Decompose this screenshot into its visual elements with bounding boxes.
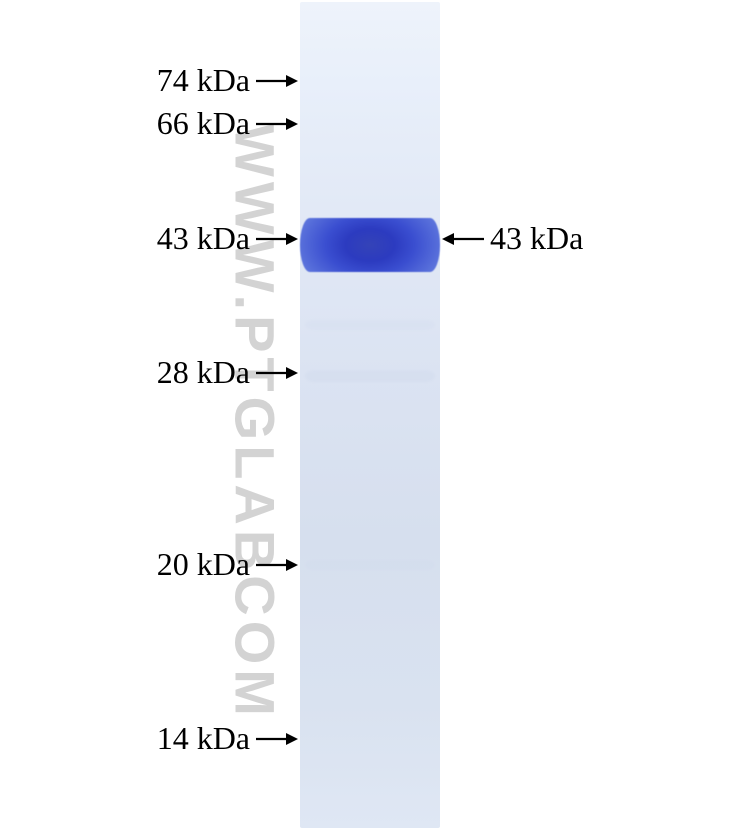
- arrow-right-icon: [256, 364, 298, 382]
- marker-label-text: 66 kDa: [157, 105, 250, 142]
- marker-label-text: 20 kDa: [157, 546, 250, 583]
- marker-left-1: 66 kDa: [157, 105, 298, 142]
- marker-label-text: 28 kDa: [157, 354, 250, 391]
- arrow-right-icon: [256, 115, 298, 133]
- marker-right-0: 43 kDa: [442, 220, 583, 257]
- protein-band-faint-3: [305, 560, 435, 570]
- gel-image: WWW.PTGLABCOM 74 kDa 66 kDa 43 kDa 28 kD…: [0, 0, 740, 835]
- gel-lane: [300, 2, 440, 828]
- protein-band-faint-1: [305, 320, 435, 330]
- marker-label-text: 43 kDa: [157, 220, 250, 257]
- protein-band-main: [300, 218, 440, 272]
- protein-band-faint-2: [305, 370, 435, 382]
- watermark-text: WWW.PTGLABCOM: [223, 123, 288, 723]
- marker-left-0: 74 kDa: [157, 62, 298, 99]
- marker-label-text: 14 kDa: [157, 720, 250, 757]
- marker-left-3: 28 kDa: [157, 354, 298, 391]
- marker-left-2: 43 kDa: [157, 220, 298, 257]
- arrow-right-icon: [256, 72, 298, 90]
- marker-label-text: 43 kDa: [490, 220, 583, 257]
- arrow-right-icon: [256, 730, 298, 748]
- arrow-left-icon: [442, 230, 484, 248]
- arrow-right-icon: [256, 230, 298, 248]
- marker-left-5: 14 kDa: [157, 720, 298, 757]
- marker-label-text: 74 kDa: [157, 62, 250, 99]
- marker-left-4: 20 kDa: [157, 546, 298, 583]
- arrow-right-icon: [256, 556, 298, 574]
